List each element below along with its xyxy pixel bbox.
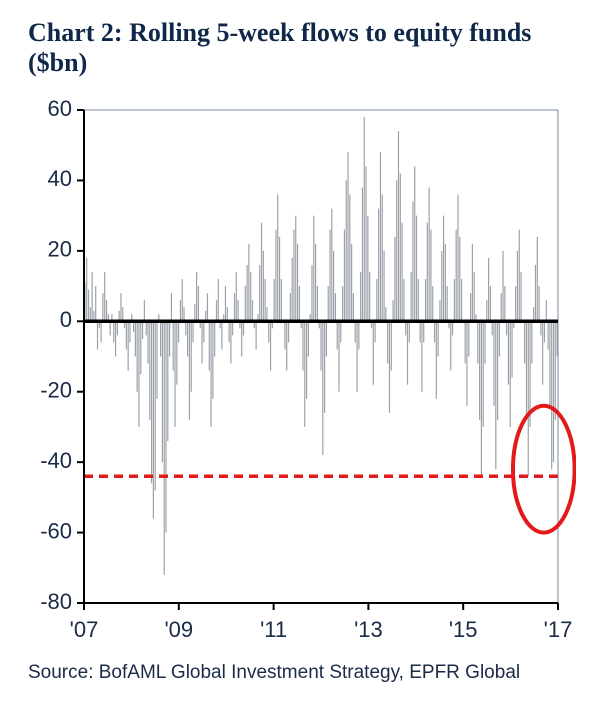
svg-text:-60: -60 <box>40 518 72 543</box>
svg-text:'15: '15 <box>449 617 478 642</box>
chart-title: Chart 2: Rolling 5-week flows to equity … <box>28 18 578 78</box>
svg-text:-40: -40 <box>40 448 72 473</box>
svg-text:'11: '11 <box>260 617 287 642</box>
svg-text:'13: '13 <box>354 617 383 642</box>
chart-container: 60 40 20 0 -20 -40 -60 -80 '07 '09 '11 '13 '15 '17 <box>28 86 578 656</box>
svg-text:-80: -80 <box>40 589 72 614</box>
svg-text:20: 20 <box>48 236 72 261</box>
chart-source: Source: BofAML Global Investment Strateg… <box>28 662 578 684</box>
svg-text:'17: '17 <box>544 617 573 642</box>
svg-text:0: 0 <box>60 307 72 332</box>
equity-flows-bar-chart: 60 40 20 0 -20 -40 -60 -80 '07 '09 '11 '13 '15 '17 <box>28 86 576 651</box>
svg-text:'07: '07 <box>70 617 99 642</box>
svg-text:60: 60 <box>48 96 72 121</box>
svg-text:'09: '09 <box>164 617 193 642</box>
svg-text:40: 40 <box>48 166 72 191</box>
svg-text:-20: -20 <box>40 377 72 402</box>
